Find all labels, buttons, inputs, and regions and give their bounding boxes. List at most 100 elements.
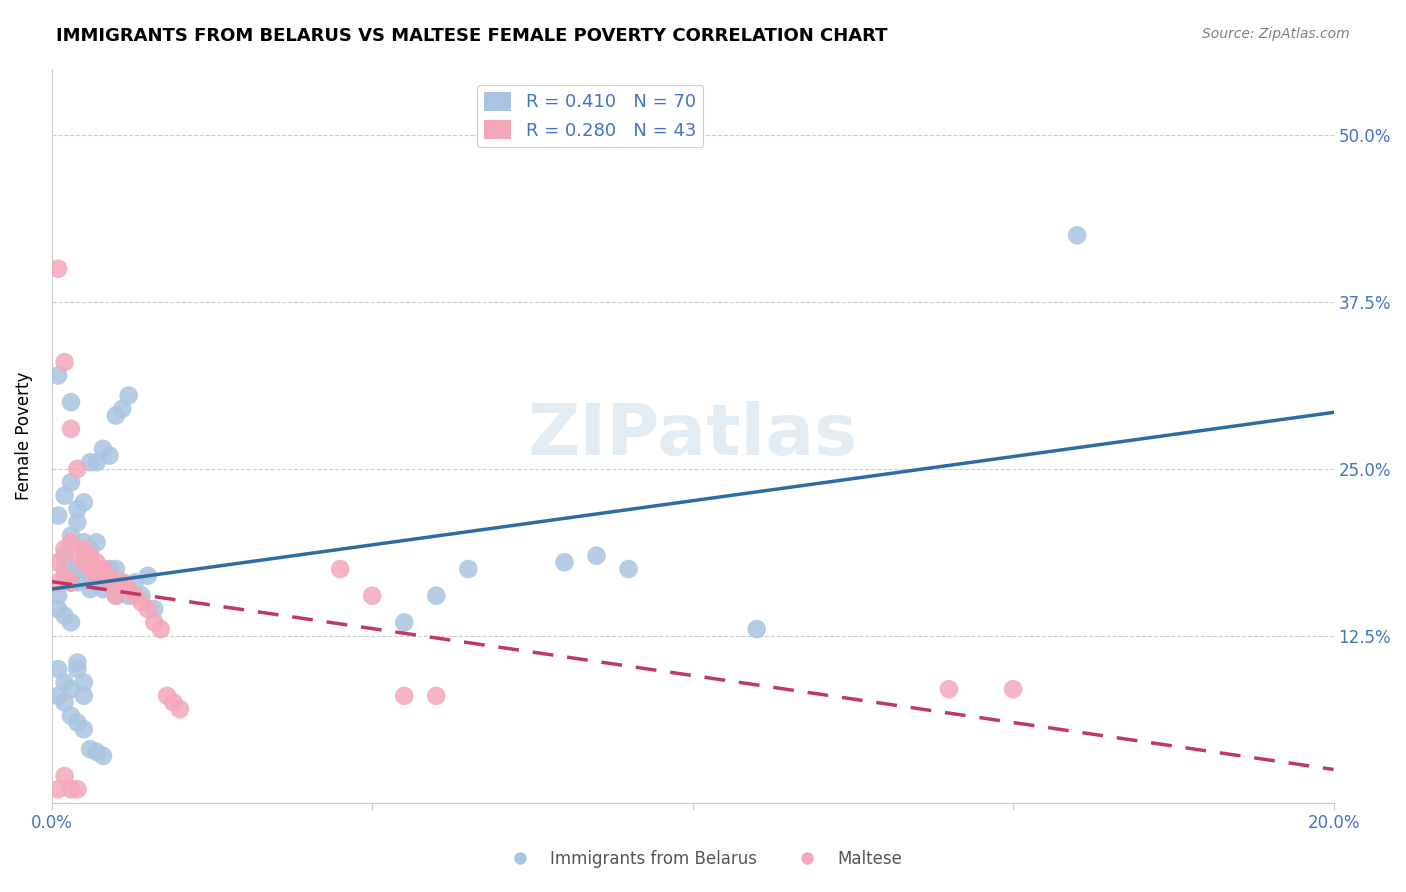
Point bbox=[118, 589, 141, 603]
Point bbox=[66, 462, 89, 476]
Point bbox=[53, 769, 76, 783]
Point bbox=[79, 562, 101, 576]
Point bbox=[59, 535, 82, 549]
Point bbox=[79, 541, 101, 556]
Point bbox=[169, 702, 191, 716]
Point bbox=[1066, 228, 1088, 243]
Point bbox=[104, 575, 127, 590]
Point bbox=[329, 562, 352, 576]
Text: IMMIGRANTS FROM BELARUS VS MALTESE FEMALE POVERTY CORRELATION CHART: IMMIGRANTS FROM BELARUS VS MALTESE FEMAL… bbox=[56, 27, 887, 45]
Point bbox=[86, 555, 108, 569]
Point bbox=[53, 696, 76, 710]
Point bbox=[59, 575, 82, 590]
Point bbox=[73, 562, 96, 576]
Point bbox=[111, 575, 134, 590]
Point bbox=[53, 355, 76, 369]
Point bbox=[394, 689, 416, 703]
Point bbox=[86, 575, 108, 590]
Point bbox=[111, 401, 134, 416]
Point bbox=[59, 682, 82, 697]
Point bbox=[91, 568, 114, 582]
Point bbox=[394, 615, 416, 630]
Point bbox=[66, 575, 89, 590]
Point bbox=[131, 595, 153, 609]
Point bbox=[104, 409, 127, 423]
Point bbox=[104, 589, 127, 603]
Point bbox=[136, 602, 159, 616]
Point bbox=[59, 422, 82, 436]
Point bbox=[79, 549, 101, 563]
Text: ZIPatlas: ZIPatlas bbox=[527, 401, 858, 470]
Point bbox=[73, 541, 96, 556]
Point bbox=[118, 388, 141, 402]
Point bbox=[617, 562, 640, 576]
Point bbox=[98, 575, 121, 590]
Point bbox=[745, 622, 768, 636]
Point bbox=[53, 562, 76, 576]
Point bbox=[73, 555, 96, 569]
Point bbox=[131, 589, 153, 603]
Point bbox=[361, 589, 384, 603]
Point bbox=[91, 442, 114, 456]
Point bbox=[79, 455, 101, 469]
Point bbox=[143, 615, 166, 630]
Point bbox=[53, 675, 76, 690]
Point bbox=[59, 529, 82, 543]
Point bbox=[79, 742, 101, 756]
Point bbox=[59, 575, 82, 590]
Point bbox=[66, 782, 89, 797]
Point bbox=[73, 535, 96, 549]
Point bbox=[425, 689, 447, 703]
Point bbox=[1002, 682, 1025, 697]
Point bbox=[124, 589, 146, 603]
Point bbox=[46, 782, 69, 797]
Point bbox=[124, 575, 146, 590]
Point bbox=[91, 582, 114, 596]
Point bbox=[66, 502, 89, 516]
Point bbox=[59, 615, 82, 630]
Point bbox=[46, 508, 69, 523]
Point bbox=[98, 575, 121, 590]
Point bbox=[86, 568, 108, 582]
Point bbox=[66, 562, 89, 576]
Point bbox=[46, 368, 69, 383]
Point bbox=[79, 568, 101, 582]
Point bbox=[111, 575, 134, 590]
Point bbox=[59, 782, 82, 797]
Point bbox=[46, 602, 69, 616]
Point bbox=[46, 589, 69, 603]
Point bbox=[46, 555, 69, 569]
Text: Source: ZipAtlas.com: Source: ZipAtlas.com bbox=[1202, 27, 1350, 41]
Point bbox=[91, 562, 114, 576]
Point bbox=[73, 722, 96, 736]
Point bbox=[136, 568, 159, 582]
Point bbox=[53, 568, 76, 582]
Point bbox=[59, 395, 82, 409]
Point bbox=[53, 608, 76, 623]
Point bbox=[98, 562, 121, 576]
Point bbox=[98, 449, 121, 463]
Point bbox=[79, 582, 101, 596]
Point bbox=[143, 602, 166, 616]
Point bbox=[73, 555, 96, 569]
Point bbox=[66, 549, 89, 563]
Point bbox=[73, 689, 96, 703]
Point bbox=[46, 689, 69, 703]
Legend: R = 0.410   N = 70, R = 0.280   N = 43: R = 0.410 N = 70, R = 0.280 N = 43 bbox=[477, 85, 703, 147]
Point bbox=[53, 489, 76, 503]
Point bbox=[53, 541, 76, 556]
Point bbox=[86, 745, 108, 759]
Point bbox=[585, 549, 607, 563]
Point bbox=[86, 535, 108, 549]
Point bbox=[66, 516, 89, 530]
Point bbox=[104, 589, 127, 603]
Point bbox=[46, 662, 69, 676]
Point bbox=[98, 568, 121, 582]
Point bbox=[91, 562, 114, 576]
Point bbox=[91, 748, 114, 763]
Legend: Immigrants from Belarus, Maltese: Immigrants from Belarus, Maltese bbox=[498, 844, 908, 875]
Point bbox=[425, 589, 447, 603]
Point bbox=[59, 709, 82, 723]
Point bbox=[53, 549, 76, 563]
Point bbox=[66, 715, 89, 730]
